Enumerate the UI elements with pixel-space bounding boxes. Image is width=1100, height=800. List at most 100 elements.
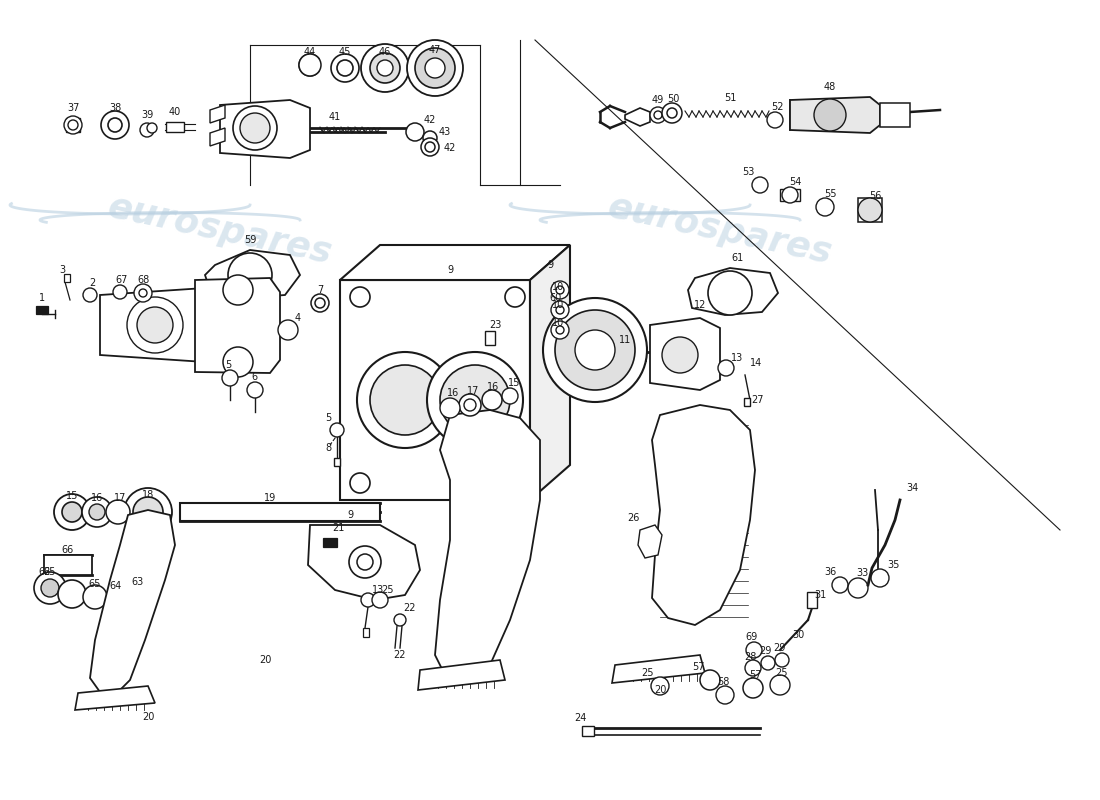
Circle shape [240, 113, 270, 143]
Circle shape [82, 288, 97, 302]
Polygon shape [652, 405, 755, 625]
Text: 53: 53 [741, 167, 755, 177]
Polygon shape [90, 510, 175, 695]
Polygon shape [434, 410, 540, 680]
Bar [36, 306, 48, 314]
Circle shape [816, 198, 834, 216]
Bar [363, 627, 368, 637]
Circle shape [782, 187, 797, 203]
Text: 33: 33 [856, 568, 868, 578]
Circle shape [543, 298, 647, 402]
Circle shape [101, 111, 129, 139]
Circle shape [370, 365, 440, 435]
Polygon shape [880, 103, 910, 127]
Text: 40: 40 [169, 107, 182, 117]
Polygon shape [625, 108, 650, 126]
Text: 9: 9 [447, 265, 453, 275]
Text: 42: 42 [443, 143, 456, 153]
Circle shape [233, 106, 277, 150]
Text: 10: 10 [552, 300, 564, 310]
Circle shape [746, 642, 762, 658]
Text: 38: 38 [109, 103, 121, 113]
Bar [334, 458, 340, 466]
Text: 5: 5 [324, 413, 331, 423]
Text: 63: 63 [131, 577, 143, 587]
Circle shape [575, 330, 615, 370]
Polygon shape [418, 660, 505, 690]
Polygon shape [205, 250, 300, 298]
Circle shape [228, 253, 272, 297]
Polygon shape [340, 245, 570, 280]
Circle shape [138, 307, 173, 343]
Text: eurospares: eurospares [104, 190, 336, 270]
Text: eurospares: eurospares [605, 190, 835, 270]
Polygon shape [308, 525, 420, 600]
Polygon shape [790, 97, 880, 133]
Text: 17: 17 [113, 493, 127, 503]
Circle shape [767, 112, 783, 128]
Text: 45: 45 [339, 47, 351, 57]
Bar [166, 122, 184, 132]
Text: 59: 59 [244, 235, 256, 245]
Text: 57: 57 [692, 662, 704, 672]
Circle shape [708, 271, 752, 315]
Circle shape [700, 670, 720, 690]
Circle shape [551, 301, 569, 319]
Text: 20: 20 [653, 685, 667, 695]
Circle shape [54, 494, 90, 530]
Circle shape [34, 572, 66, 604]
Text: 9: 9 [547, 260, 553, 270]
Bar [66, 118, 80, 132]
Text: 14: 14 [750, 358, 762, 368]
Text: 17: 17 [466, 386, 480, 396]
Bar [180, 503, 380, 521]
Circle shape [108, 590, 128, 610]
Text: 51: 51 [724, 93, 736, 103]
Text: 35: 35 [887, 560, 899, 570]
Text: 43: 43 [439, 127, 451, 137]
Circle shape [108, 118, 122, 132]
Polygon shape [340, 280, 530, 500]
Circle shape [394, 614, 406, 626]
Text: 20: 20 [258, 655, 272, 665]
Text: 2: 2 [89, 278, 95, 288]
Text: 22: 22 [394, 650, 406, 660]
Circle shape [147, 123, 157, 133]
Text: 31: 31 [814, 590, 826, 600]
Text: 60: 60 [549, 293, 561, 303]
Bar [780, 189, 800, 201]
Polygon shape [195, 278, 280, 373]
Circle shape [752, 177, 768, 193]
Text: 25: 25 [382, 585, 394, 595]
Circle shape [407, 40, 463, 96]
Circle shape [505, 473, 525, 493]
Text: 47: 47 [429, 45, 441, 55]
Circle shape [556, 286, 564, 294]
Circle shape [82, 585, 107, 609]
Circle shape [425, 58, 446, 78]
Circle shape [440, 398, 460, 418]
Text: 25: 25 [776, 668, 789, 678]
Circle shape [662, 337, 698, 373]
Text: 10: 10 [552, 282, 564, 292]
Text: 19: 19 [264, 493, 276, 503]
Polygon shape [75, 686, 155, 710]
Circle shape [140, 123, 154, 137]
Circle shape [68, 120, 78, 130]
Circle shape [482, 390, 502, 410]
Circle shape [718, 360, 734, 376]
Text: 52: 52 [771, 102, 783, 112]
Text: 29: 29 [759, 646, 771, 656]
Polygon shape [220, 100, 310, 158]
Circle shape [556, 326, 564, 334]
Text: 29: 29 [773, 643, 785, 653]
Circle shape [124, 488, 172, 536]
Circle shape [113, 285, 127, 299]
Text: 61: 61 [732, 253, 744, 263]
Text: 7: 7 [317, 285, 323, 295]
Circle shape [459, 394, 481, 416]
Circle shape [223, 275, 253, 305]
Text: 3: 3 [59, 265, 65, 275]
Circle shape [464, 399, 476, 411]
Circle shape [126, 297, 183, 353]
